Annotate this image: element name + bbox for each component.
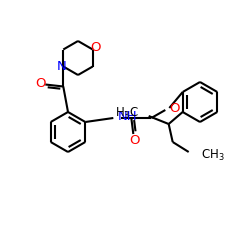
Text: O: O (35, 77, 45, 90)
Text: N: N (56, 60, 66, 73)
Text: O: O (169, 102, 180, 114)
Text: O: O (129, 134, 140, 146)
Text: NH: NH (117, 110, 137, 124)
Text: O: O (90, 41, 101, 54)
Text: H$_3$C: H$_3$C (114, 106, 139, 120)
Text: CH$_3$: CH$_3$ (201, 148, 224, 162)
